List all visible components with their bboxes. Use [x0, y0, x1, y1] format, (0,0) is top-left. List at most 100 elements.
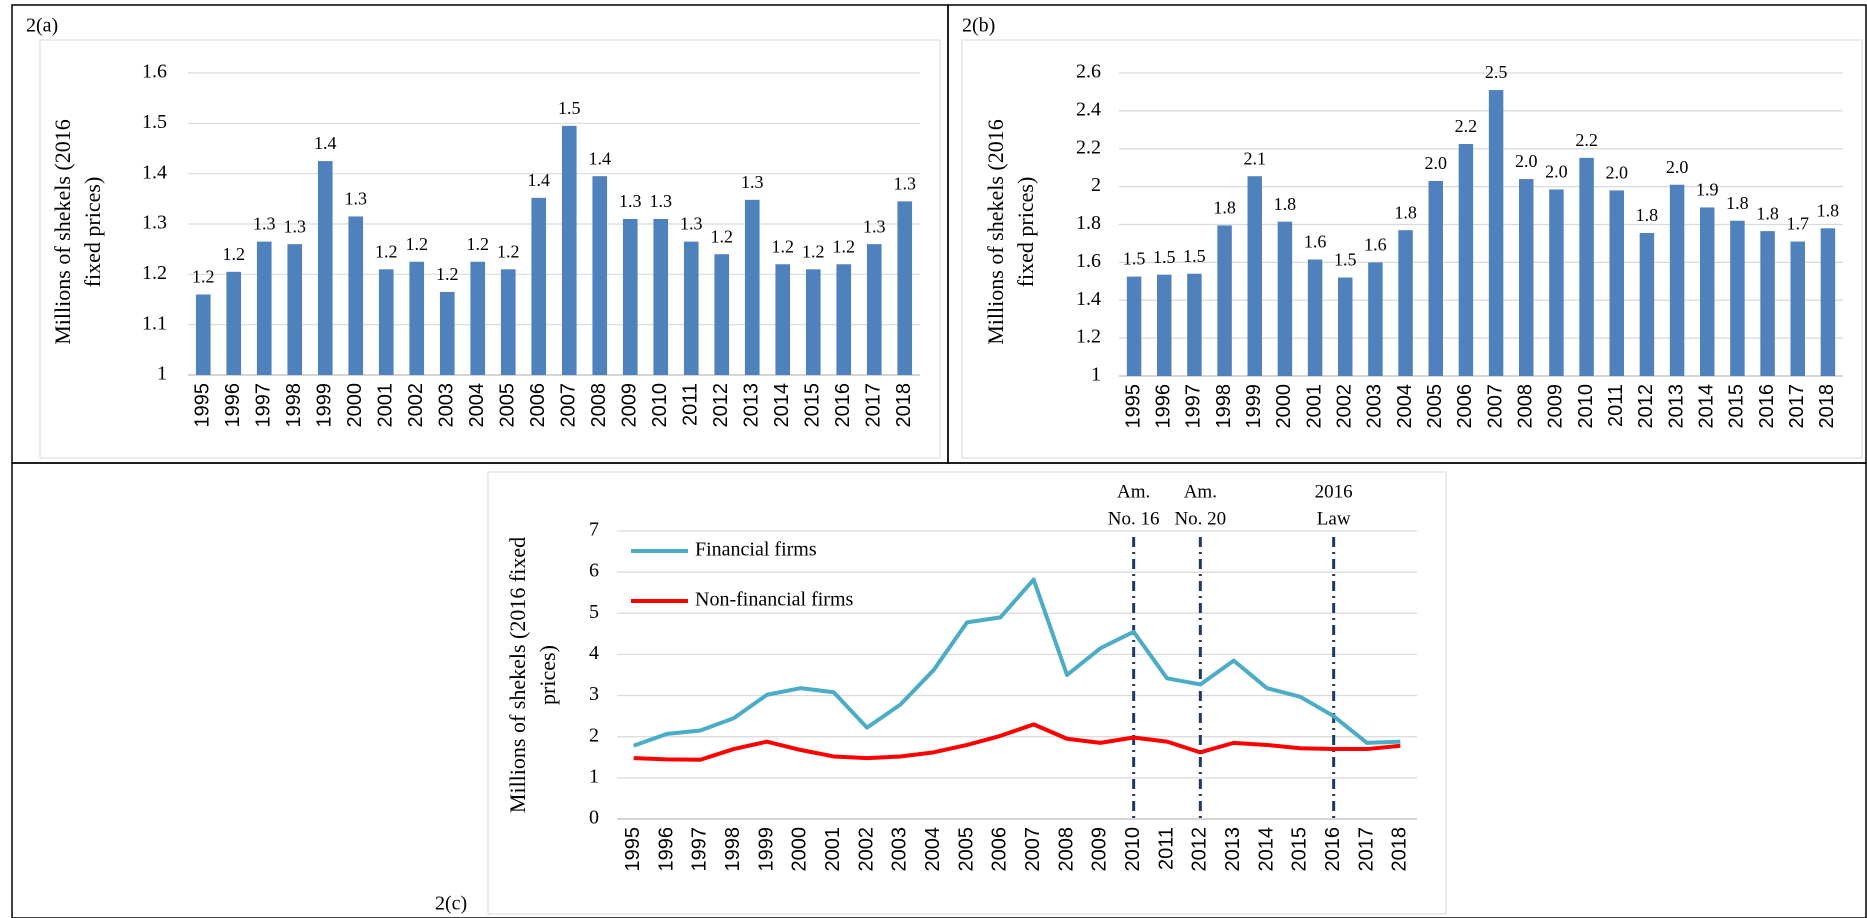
- x-tick-label: 2003: [889, 827, 911, 872]
- bar: [1217, 225, 1232, 376]
- x-tick-label: 2017: [1355, 827, 1377, 872]
- bar: [1790, 241, 1805, 376]
- x-tick-label: 2005: [497, 383, 519, 428]
- x-tick-label: 2011: [1155, 827, 1177, 870]
- x-tick-label: 2018: [1389, 827, 1411, 872]
- value-label: 1.3: [863, 216, 886, 236]
- x-tick-label: 1999: [314, 383, 336, 428]
- x-tick-label: 1999: [1243, 384, 1265, 429]
- bar: [897, 201, 913, 375]
- value-label: 2.0: [1666, 157, 1689, 177]
- value-label: 1.3: [345, 189, 368, 209]
- bar: [592, 176, 608, 375]
- y-tick-label: 6: [589, 560, 599, 582]
- bar: [1368, 262, 1383, 376]
- bar: [1549, 189, 1564, 376]
- x-tick-label: 2012: [1635, 384, 1657, 429]
- y-tick-label: 7: [589, 519, 599, 541]
- bar: [1760, 231, 1775, 376]
- value-label: 1.2: [375, 241, 398, 261]
- bar: [1669, 184, 1685, 376]
- value-label: 1.2: [223, 244, 246, 264]
- x-tick-label: 2008: [1515, 384, 1537, 429]
- value-label: 1.2: [406, 234, 429, 254]
- value-label: 1.8: [1213, 198, 1236, 218]
- x-tick-label: 1995: [192, 383, 214, 428]
- x-tick-label: 2002: [1334, 384, 1356, 429]
- x-tick-label: 1997: [253, 383, 275, 428]
- x-tick-label: 2002: [405, 383, 427, 428]
- annotation-text: Am.: [1184, 481, 1217, 502]
- bar: [775, 264, 791, 375]
- x-tick-label: 2010: [1122, 827, 1144, 872]
- x-tick-label: 2014: [1255, 827, 1277, 872]
- bar: [653, 218, 669, 375]
- value-label: 1.8: [1756, 203, 1779, 223]
- legend-label: Financial firms: [695, 539, 817, 561]
- x-tick-label: 2013: [741, 383, 763, 428]
- bar: [561, 125, 577, 375]
- x-tick-label: 2000: [1273, 384, 1295, 429]
- x-tick-label: 2004: [1394, 384, 1416, 429]
- value-label: 1.6: [1364, 235, 1387, 255]
- x-tick-label: 2010: [1575, 384, 1597, 429]
- x-tick-label: 2011: [1605, 384, 1627, 427]
- bar: [531, 197, 547, 375]
- value-label: 1.8: [1394, 202, 1417, 222]
- x-tick-label: 2006: [527, 383, 549, 428]
- value-label: 1.5: [1183, 246, 1206, 266]
- x-tick-label: 1996: [222, 383, 244, 428]
- y-tick-label: 1.1: [142, 312, 167, 334]
- value-label: 2.0: [1545, 162, 1568, 182]
- chart-b-area: [961, 39, 1863, 459]
- y-tick-label: 1.8: [1076, 212, 1101, 234]
- bar: [1730, 220, 1745, 376]
- bar: [287, 244, 303, 375]
- bar: [714, 254, 730, 375]
- x-tick-label: 2005: [1424, 384, 1446, 429]
- x-tick-label: 1998: [722, 827, 744, 872]
- y-tick-label: 1.3: [142, 212, 167, 234]
- value-label: 1.2: [467, 234, 490, 254]
- x-tick-label: 1996: [655, 827, 677, 872]
- value-label: 1.2: [497, 241, 520, 261]
- x-tick-label: 1997: [689, 827, 711, 872]
- x-tick-label: 2001: [1303, 384, 1325, 429]
- x-tick-label: 2007: [558, 383, 580, 428]
- value-label: 2.2: [1575, 130, 1598, 150]
- y-axis-title: Millions of shekels (2016 fixed: [505, 537, 530, 813]
- y-tick-label: 1: [1091, 364, 1101, 386]
- y-tick-label: 1.2: [142, 262, 167, 284]
- bar: [805, 269, 821, 375]
- panel-c-frame: [11, 462, 1867, 918]
- y-axis-title: Millions of shekels (2016: [983, 119, 1008, 345]
- x-tick-label: 1998: [283, 383, 305, 428]
- value-label: 2.2: [1455, 116, 1478, 136]
- panel-label: 2(a): [26, 15, 58, 37]
- value-label: 1.5: [1153, 247, 1176, 267]
- x-tick-label: 2016: [1756, 384, 1778, 429]
- y-tick-label: 1.6: [142, 61, 167, 83]
- y-axis-title: Millions of shekels (2016: [50, 119, 75, 345]
- y-tick-label: 0: [589, 807, 599, 829]
- x-tick-label: 2003: [436, 383, 458, 428]
- value-label: 2.0: [1606, 163, 1629, 183]
- x-tick-label: 2004: [466, 383, 488, 428]
- x-tick-label: 2010: [649, 383, 671, 428]
- value-label: 1.6: [1304, 232, 1327, 252]
- bar: [195, 294, 211, 375]
- chart-a-area: [39, 39, 941, 459]
- value-label: 2.1: [1244, 148, 1267, 168]
- value-label: 1.3: [894, 173, 917, 193]
- x-tick-label: 2000: [344, 383, 366, 428]
- bar: [683, 241, 699, 375]
- y-tick-label: 2.6: [1076, 61, 1101, 83]
- bar: [1307, 259, 1323, 376]
- x-tick-label: 2012: [710, 383, 732, 428]
- bar: [622, 218, 638, 375]
- bar: [439, 291, 455, 375]
- y-tick-label: 4: [589, 642, 599, 664]
- annotation-text: No. 20: [1174, 508, 1226, 529]
- x-tick-label: 1995: [1122, 384, 1144, 429]
